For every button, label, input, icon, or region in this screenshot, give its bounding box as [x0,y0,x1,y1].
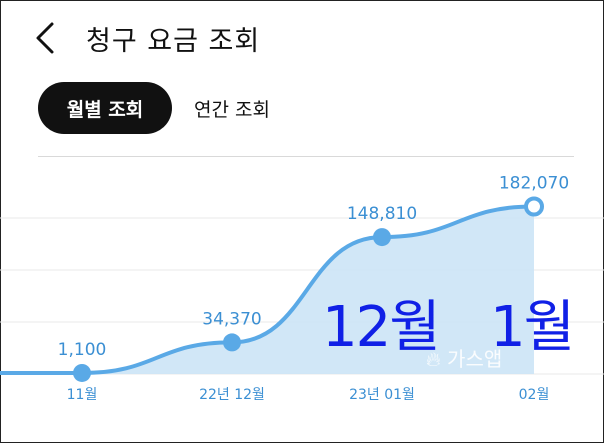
overlay-label-january: 1월 [490,295,575,360]
divider [38,156,574,157]
watermark-text: 가스앱 [447,347,503,371]
tab-monthly[interactable]: 월별 조회 [38,82,172,134]
x-tick-label: 23년 01월 [349,387,415,403]
chevron-left-icon [36,22,54,54]
header: 청구 요금 조회 [0,0,604,80]
overlay-label-december: 12월 [322,295,441,360]
data-point [223,333,241,352]
watermark: 🔥︎ 가스앱 [426,343,502,372]
chart-svg: 1,100 11월 34,370 22년 12월 148,810 23년 01월 182,0… [0,173,604,403]
data-label: 182,070 [499,173,569,193]
x-tick-label: 11월 [67,387,98,403]
data-label: 148,810 [347,204,417,224]
billing-chart: 1,100 11월 34,370 22년 12월 148,810 23년 01월 182,0… [0,165,604,415]
page-title: 청구 요금 조회 [86,26,261,57]
x-tick-label: 22년 12월 [199,387,265,403]
series-line [0,204,536,375]
data-point [73,363,91,382]
data-point [524,196,544,217]
series-area [0,206,534,374]
data-label: 1,100 [58,340,107,360]
back-button[interactable] [30,20,64,56]
data-label: 34,370 [202,309,261,329]
x-tick-label: 02월 [519,387,550,403]
flame-icon: 🔥︎ [426,347,441,371]
data-point [373,228,391,247]
tab-yearly[interactable]: 연간 조회 [194,98,270,121]
